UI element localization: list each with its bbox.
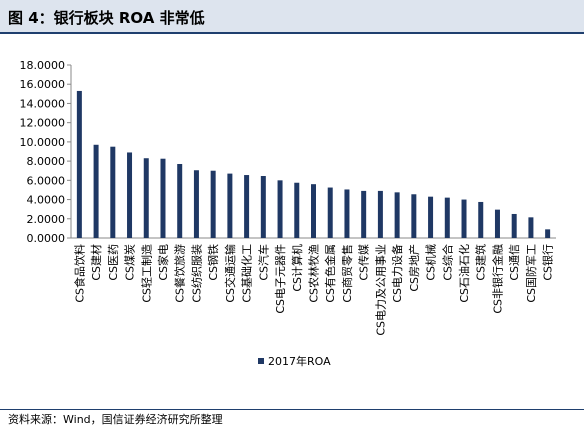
x-category-label: CS石油石化: [457, 244, 471, 303]
x-category-label: CS电子元器件: [274, 244, 287, 314]
bar: [528, 217, 534, 238]
bar: [377, 190, 383, 238]
bar: [428, 196, 434, 238]
x-category-label: CS通信: [508, 244, 521, 281]
bar-chart: 0.0000 2.0000 4.0000 6.0000 8.0000 10.0000 12.…: [20, 59, 556, 368]
y-tick-label: 6.0000: [27, 174, 66, 187]
x-category-label: CS非银行金融: [490, 244, 504, 314]
bar: [244, 175, 250, 238]
bar: [277, 180, 283, 238]
y-tick-label: 18.0000: [20, 59, 66, 72]
y-tick-label: 12.0000: [20, 117, 66, 130]
legend-label: 2017年ROA: [268, 354, 331, 368]
x-category-label: CS国防军工: [524, 244, 538, 303]
x-category-label: CS纺织服装: [189, 244, 203, 303]
x-category-label: CS银行: [541, 244, 555, 281]
bar: [478, 201, 484, 238]
x-category-label: CS建筑: [474, 244, 488, 281]
bar: [110, 146, 116, 238]
bar: [361, 190, 367, 238]
bar: [294, 182, 300, 238]
x-category-label: CS交通运输: [223, 244, 237, 303]
x-category-label: CS食品饮料: [72, 244, 86, 303]
x-category-label: CS综合: [440, 244, 454, 281]
y-tick-label: 0.0000: [27, 232, 66, 245]
x-category-label: CS钢铁: [207, 244, 220, 281]
x-category-label: CS机械: [424, 244, 438, 281]
bar: [444, 197, 450, 238]
bar: [193, 170, 199, 238]
y-tick-label: 4.0000: [27, 194, 66, 207]
y-tick-label: 8.0000: [27, 155, 66, 168]
x-category-label: CS家电: [156, 244, 170, 281]
y-tick-label: 16.0000: [20, 78, 66, 91]
x-category-label: CS电力及公用事业: [374, 244, 387, 336]
x-category-label: CS医药: [107, 244, 120, 281]
bar: [494, 209, 500, 238]
source-note: 资料来源：Wind，国信证券经济研究所整理: [8, 413, 223, 426]
bar: [545, 229, 551, 238]
bar: [227, 173, 233, 238]
bar: [511, 213, 517, 238]
x-category-label: CS电力设备: [390, 244, 404, 303]
x-category-label: CS轻工制造: [139, 244, 153, 303]
bar: [210, 170, 216, 238]
x-category-label: CS煤炭: [124, 244, 137, 281]
bar: [461, 199, 467, 238]
bar: [411, 194, 417, 238]
x-category-label: CS传媒: [358, 244, 371, 281]
bar: [394, 192, 400, 238]
y-tick-label: 14.0000: [20, 97, 66, 110]
bar: [344, 189, 350, 238]
y-tick-label: 2.0000: [27, 213, 66, 226]
figure-title: 图 4：银行板块 ROA 非常低: [8, 9, 205, 27]
source-divider: [0, 409, 584, 410]
x-category-label: CS基础化工: [240, 244, 254, 303]
x-category-label: CS建材: [89, 244, 103, 281]
x-category-label: CS商贸零售: [340, 244, 354, 303]
bar: [160, 158, 166, 238]
bar: [311, 184, 316, 238]
legend-swatch: [258, 358, 264, 364]
bar: [327, 187, 333, 238]
figure-title-bar: 图 4：银行板块 ROA 非常低: [0, 0, 584, 34]
x-category-label: CS农林牧渔: [307, 244, 321, 303]
x-category-label: CS房地产: [407, 244, 421, 292]
bar: [177, 163, 183, 238]
x-category-label: CS汽车: [256, 244, 270, 281]
bar: [127, 152, 133, 238]
bar: [93, 144, 99, 238]
x-category-label: CS餐饮旅游: [173, 244, 187, 303]
x-category-label: CS有色金属: [323, 244, 337, 303]
x-category-label: CS计算机: [290, 244, 304, 292]
bar: [260, 176, 266, 238]
bar: [76, 90, 82, 238]
y-tick-label: 10.0000: [20, 136, 66, 149]
bar: [143, 158, 149, 238]
